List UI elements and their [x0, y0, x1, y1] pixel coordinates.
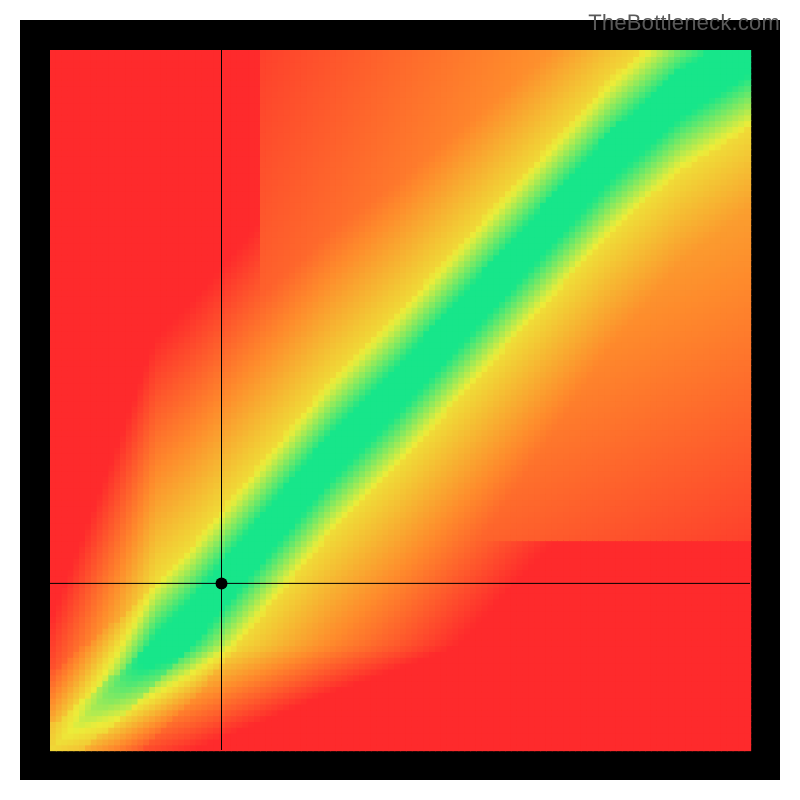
bottleneck-heatmap-canvas	[0, 0, 800, 800]
bottleneck-heatmap-container: TheBottleneck.com	[0, 0, 800, 800]
